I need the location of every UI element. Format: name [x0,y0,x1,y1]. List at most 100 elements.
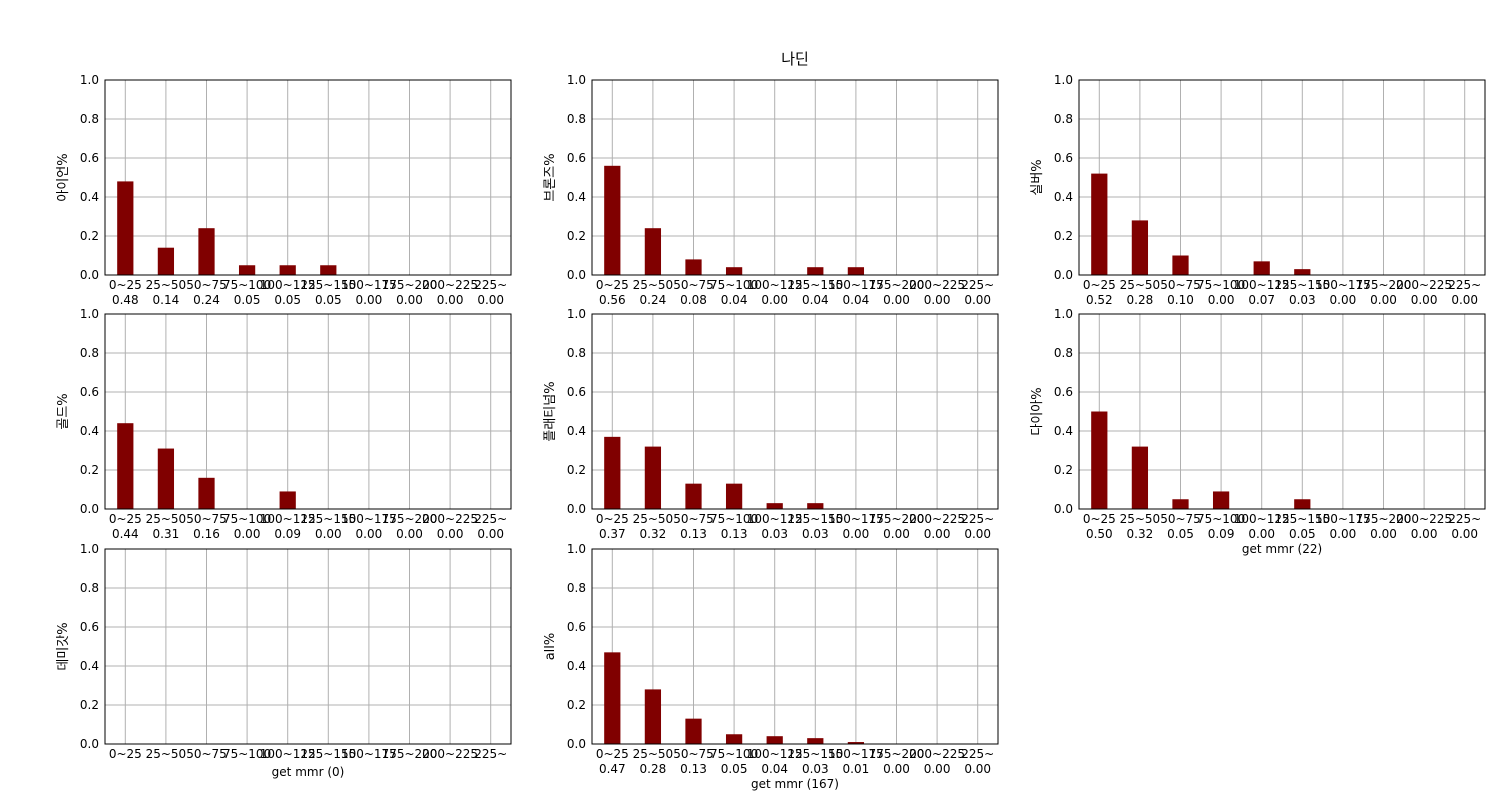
plot-frame [1078,313,1486,510]
bar [644,689,662,744]
y-tick-label: 0.0 [1054,502,1073,516]
data-label: 0.32 [1127,527,1154,541]
x-axis-label: get mmr (22) [1242,542,1322,556]
x-tick-label: 200~225 [422,512,478,526]
data-label: 0.00 [964,762,991,776]
bar [847,742,865,744]
x-tick-label: 150~175 [828,747,884,761]
data-label: 0.05 [234,293,261,307]
x-tick-label: 225~ [474,278,507,292]
bar [847,267,865,275]
y-tick-label: 0.8 [80,346,99,360]
x-tick-label: 150~175 [828,512,884,526]
data-label: 0.13 [680,762,707,776]
y-tick-label: 1.0 [567,73,586,87]
data-label: 0.48 [112,293,139,307]
data-label: 0.00 [1208,293,1235,307]
x-tick-label: 150~175 [341,278,397,292]
data-label: 0.04 [721,293,748,307]
data-label: 0.05 [315,293,342,307]
data-label: 0.00 [964,293,991,307]
y-tick-label: 0.2 [1054,229,1073,243]
x-axis-label: get mmr (0) [272,765,345,779]
y-tick-label: 0.6 [1054,151,1073,165]
bar-chart-6: 0.0 0.2 0.4 0.6 0.8 1.0 0~250.50 25~500.32 50~75… [1030,307,1486,556]
y-tick-label: 0.6 [567,620,586,634]
x-tick-label: 0~25 [109,278,142,292]
x-tick-label: 25~50 [146,747,187,761]
data-label: 0.05 [721,762,748,776]
x-tick-label: 0~25 [596,747,629,761]
y-tick-label: 0.8 [80,581,99,595]
bar [198,228,215,275]
x-tick-label: 50~75 [673,747,714,761]
x-tick-label: 50~75 [1160,278,1201,292]
x-tick-label: 50~75 [186,278,227,292]
y-tick-label: 0.8 [1054,112,1073,126]
y-tick-label: 0.6 [567,385,586,399]
bar-chart-8: 0.0 0.2 0.4 0.6 0.8 1.0 0~250.47 25~500.28 50~75… [543,542,999,791]
x-tick-label: 100~125 [747,747,803,761]
data-label: 0.00 [1411,293,1438,307]
data-label: 0.13 [680,527,707,541]
data-label: 0.00 [1370,293,1397,307]
data-label: 0.00 [356,527,383,541]
x-axis-label: get mmr (167) [751,777,839,791]
x-tick-label: 100~125 [260,747,316,761]
data-label: 0.37 [599,527,626,541]
data-label: 0.00 [843,527,870,541]
y-tick-label: 0.4 [80,659,99,673]
x-tick-label: 50~75 [673,278,714,292]
y-axis-label: 데미갓% [56,622,71,670]
x-tick-label: 175~200 [869,512,925,526]
x-tick-label: 50~75 [673,512,714,526]
bar-chart-3: 0.0 0.2 0.4 0.6 0.8 1.0 0~250.52 25~500.28 50~75… [1030,73,1486,307]
y-axis-label: 브론즈% [543,153,558,201]
plot-frame [591,79,999,276]
data-label: 0.03 [761,527,788,541]
data-label: 0.32 [640,527,667,541]
bar [807,738,824,744]
data-label: 0.24 [640,293,667,307]
data-label: 0.03 [802,527,829,541]
data-label: 0.05 [1167,527,1194,541]
data-label: 0.04 [843,293,870,307]
x-tick-label: 75~100 [1197,278,1245,292]
bar [1172,499,1189,509]
bar-chart-7: 0.0 0.2 0.4 0.6 0.8 1.0 0~25 25~50 50~7575~10010… [56,542,512,779]
data-label: 0.00 [234,527,261,541]
y-tick-label: 0.2 [567,229,586,243]
data-label: 0.09 [1208,527,1235,541]
x-tick-label: 0~25 [109,512,142,526]
plot-frame [1078,79,1486,276]
bar [117,423,134,509]
bar [198,477,215,509]
x-tick-label: 125~150 [300,278,356,292]
x-tick-label: 125~150 [787,278,843,292]
x-tick-label: 125~150 [300,747,356,761]
bar [1212,491,1230,509]
y-tick-label: 0.6 [80,385,99,399]
x-tick-label: 0~25 [596,512,629,526]
chart-panels: 0.00.20.40.60.81.00~250.4825~500.1450~75… [56,73,1486,791]
data-label: 0.00 [477,293,504,307]
x-tick-label: 175~200 [869,278,925,292]
bar [1172,255,1189,275]
data-label: 0.14 [153,293,180,307]
x-tick-label: 225~ [1448,512,1481,526]
y-tick-label: 0.8 [1054,346,1073,360]
y-axis-label: all% [543,633,558,661]
y-tick-label: 0.6 [567,151,586,165]
x-tick-label: 50~75 [186,747,227,761]
figure-title: 나딘 [781,50,809,68]
y-tick-label: 0.2 [1054,463,1073,477]
x-tick-label: 25~50 [633,747,674,761]
x-tick-label: 200~225 [1396,512,1452,526]
x-tick-label: 25~50 [1120,278,1161,292]
y-tick-label: 0.2 [567,463,586,477]
y-tick-label: 0.4 [1054,424,1073,438]
y-tick-label: 0.0 [80,737,99,751]
x-tick-label: 50~75 [186,512,227,526]
bar [279,491,296,509]
data-label: 0.16 [193,527,220,541]
